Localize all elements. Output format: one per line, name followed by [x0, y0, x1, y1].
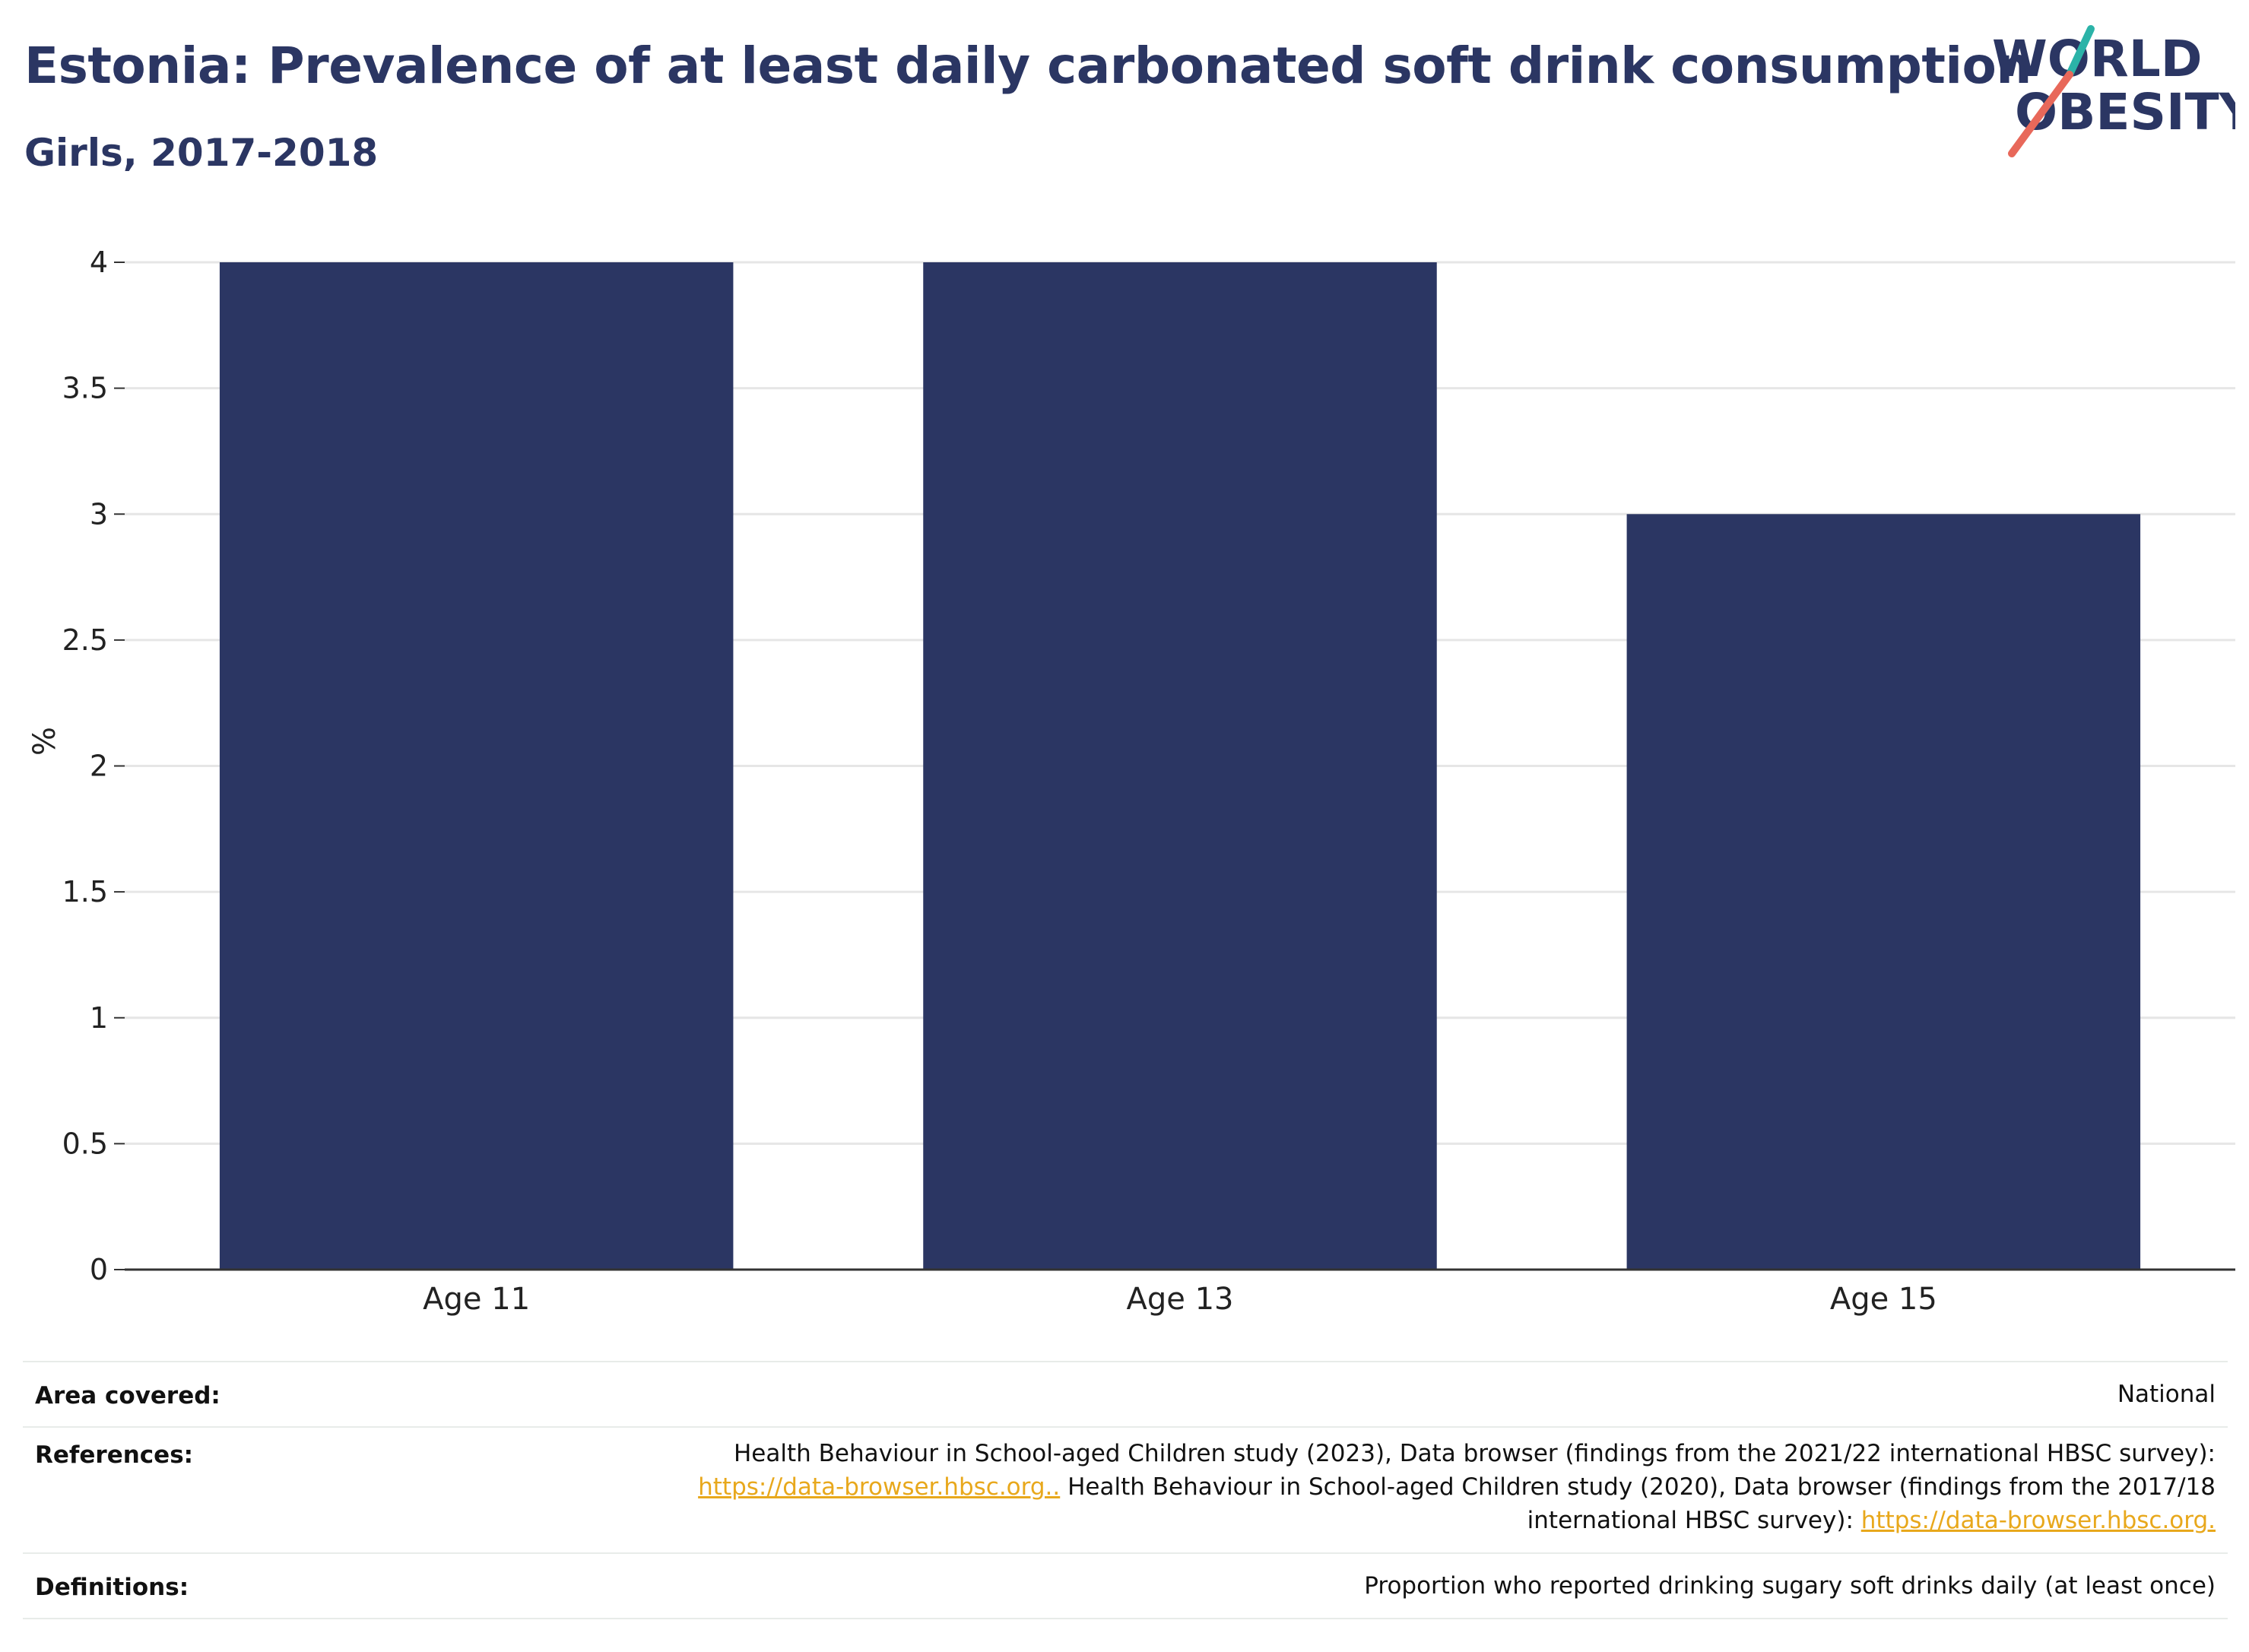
definitions-label: Definitions:: [35, 1574, 189, 1601]
bar-age-11: [219, 262, 734, 1270]
y-tick-label: 1.5: [62, 875, 108, 908]
y-tick-label: 2: [90, 750, 108, 783]
area-covered-value: National: [2117, 1381, 2216, 1408]
x-category-label: Age 13: [1127, 1282, 1234, 1317]
axis-layer: 0 0.5 1 1.5 2 2.5 3 3.5 4 Age 11 Age 13 Age 15: [62, 246, 2235, 1317]
x-category-label: Age 15: [1830, 1282, 1937, 1317]
references-line1: Health Behaviour in School-aged Children…: [734, 1440, 2216, 1467]
y-tick-label: 1: [90, 1001, 108, 1035]
y-tick-label: 0.5: [62, 1127, 108, 1160]
meta-row-definitions: Definitions: Proportion who reported dri…: [23, 1554, 2228, 1619]
bar-age-15: [1626, 514, 2141, 1270]
meta-row-area: Area covered: National: [23, 1361, 2228, 1428]
page-title: Estonia: Prevalence of at least daily ca…: [24, 36, 2032, 95]
references-line2: Health Behaviour in School-aged Children…: [1060, 1473, 2216, 1501]
y-tick-label: 4: [90, 246, 108, 279]
y-tick-label: 3: [90, 497, 108, 531]
y-tick-label: 2.5: [62, 623, 108, 657]
bar-layer: [219, 262, 2141, 1270]
page-subtitle: Girls, 2017-2018: [24, 131, 379, 175]
definitions-value: Proportion who reported drinking sugary …: [1364, 1572, 2216, 1600]
y-tick-label: 3.5: [62, 372, 108, 405]
x-category-label: Age 11: [423, 1282, 530, 1317]
meta-row-references: References: Health Behaviour in School-a…: [23, 1426, 2228, 1554]
references-label: References:: [35, 1441, 194, 1469]
logo-slash-teal: [2066, 25, 2095, 78]
y-axis-title: %: [27, 727, 62, 756]
references-line3: international HBSC survey):: [1527, 1507, 1861, 1534]
logo-text-world: WORLD: [1992, 30, 2203, 88]
y-tick-label: 0: [90, 1253, 108, 1286]
references-link-2[interactable]: https://data-browser.hbsc.org.: [1860, 1507, 2216, 1534]
world-obesity-logo: WORLD OBESITY: [1992, 25, 2235, 157]
bar-chart: 0 0.5 1 1.5 2 2.5 3 3.5 4 Age 11 Age 13 Age 15 %: [27, 246, 2235, 1317]
logo-slash-red: [2008, 71, 2073, 157]
area-covered-label: Area covered:: [35, 1382, 220, 1409]
references-link-1[interactable]: https://data-browser.hbsc.org..: [698, 1473, 1061, 1501]
bar-age-13: [923, 262, 1437, 1270]
logo-text-obesity: OBESITY: [2015, 83, 2235, 141]
references-value: Health Behaviour in School-aged Children…: [698, 1437, 2216, 1537]
